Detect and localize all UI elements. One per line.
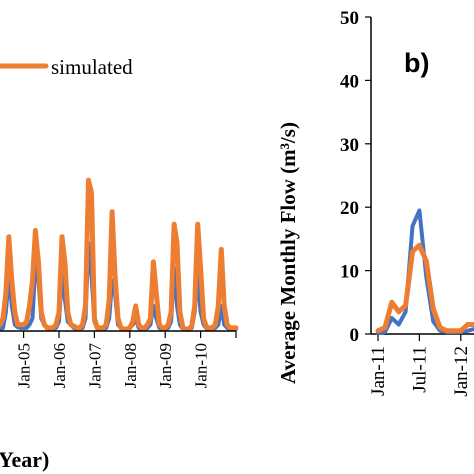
panel-b-y-tick-label: 40	[340, 71, 359, 92]
panel-a-plot-area	[0, 177, 239, 332]
panel-a-legend: simulated	[0, 55, 133, 79]
panel-b-x-tick-label: Jan-12	[451, 346, 472, 397]
panel-b: 0 10 20 30 40 50 Jan-11 Jul-11 Jan-12 b) Averag…	[276, 8, 474, 397]
panel-b-y-ticks	[365, 16, 371, 335]
panel-b-y-tick-label: 20	[340, 198, 359, 219]
panel-a-x-tick-label: Jan-08	[121, 343, 140, 388]
panel-b-plot-area	[375, 208, 474, 335]
panel-a-x-tick-label: Jan-05	[15, 343, 34, 388]
panel-b-y-axis-label: Average Monthly Flow (m³/s)	[276, 122, 300, 384]
panel-b-x-ticks	[377, 334, 462, 341]
panel-b-x-tick-label: Jan-11	[368, 346, 389, 396]
panel-a-x-tick-label: Jan-06	[50, 343, 69, 388]
panel-b-x-tick-labels: Jan-11 Jul-11 Jan-12	[368, 346, 472, 397]
panel-a-x-tick-label: Jan-10	[192, 343, 211, 388]
panel-b-series-simulated-line	[375, 242, 474, 334]
panel-b-y-tick-label: 50	[340, 8, 359, 29]
panel-a-x-ticks	[23, 331, 237, 338]
panel-b-y-tick-labels: 0 10 20 30 40 50	[340, 8, 359, 346]
panel-a-x-tick-label: Jan-07	[85, 343, 104, 389]
legend-simulated-label: simulated	[51, 55, 133, 79]
panel-a-x-tick-labels: Jan-05 Jan-06 Jan-07 Jan-08 Jan-09 Jan-10	[15, 343, 211, 389]
panel-a-x-tick-label: Jan-09	[156, 343, 175, 388]
panel-b-label: b)	[404, 48, 429, 78]
panel-b-y-tick-label: 30	[340, 135, 359, 156]
panel-a-x-axis-label: Year)	[0, 447, 49, 472]
panel-a: Jan-05 Jan-06 Jan-07 Jan-08 Jan-09 Jan-10 sim…	[0, 55, 239, 472]
panel-b-y-tick-label: 10	[340, 262, 359, 283]
panel-b-x-tick-label: Jul-11	[409, 346, 430, 393]
panel-b-y-tick-label: 0	[350, 325, 360, 346]
panel-a-series-simulated-line	[0, 177, 239, 332]
